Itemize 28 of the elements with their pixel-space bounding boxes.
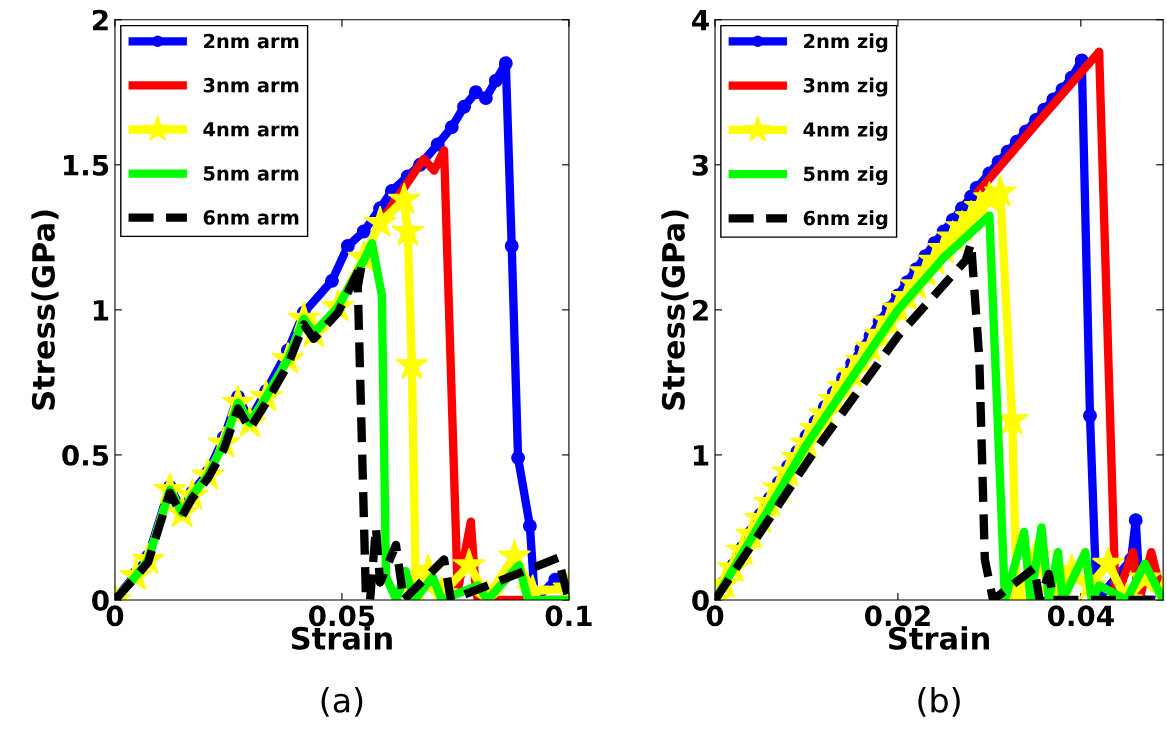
legend-label: 5nm zig: [804, 166, 888, 186]
y-tick-label: 2: [693, 299, 708, 321]
y-tick-label: 3: [692, 154, 708, 176]
y-tick-label: 1: [93, 300, 109, 321]
x-tick-label: 0.1: [545, 605, 592, 627]
legend-label: 4nm zig: [803, 121, 888, 141]
legend-label: 4nm arm: [203, 122, 299, 137]
x-tick-label: 0.02: [864, 605, 930, 627]
legend-label: 3nm arm: [203, 77, 299, 93]
y-axis-title: Stress(GPa): [31, 210, 59, 410]
legend-label: 6nm arm: [203, 210, 299, 225]
legend-label: 2nm arm: [203, 33, 299, 49]
y-tick-label: 2: [92, 9, 108, 31]
legend-label: 5nm arm: [203, 166, 299, 181]
y-axis-title: Stress(GPa): [661, 210, 689, 410]
x-axis-title: Strain: [889, 626, 989, 650]
y-tick-label: 1: [693, 445, 709, 466]
x-axis-title: Strain: [291, 626, 392, 650]
legend-label: 6nm zig: [803, 210, 888, 230]
y-tick-label: 0.5: [62, 444, 109, 466]
y-tick-label: 1.5: [64, 155, 109, 176]
text: (a): [321, 687, 363, 717]
legend-label: 2nm zig: [804, 33, 888, 53]
y-tick-label: 4: [692, 10, 709, 31]
x-tick-label: 0.05: [308, 605, 375, 627]
x-tick-label: 0.04: [1047, 605, 1114, 627]
text: (b): [918, 687, 960, 717]
legend-label: 3nm zig: [803, 77, 888, 97]
